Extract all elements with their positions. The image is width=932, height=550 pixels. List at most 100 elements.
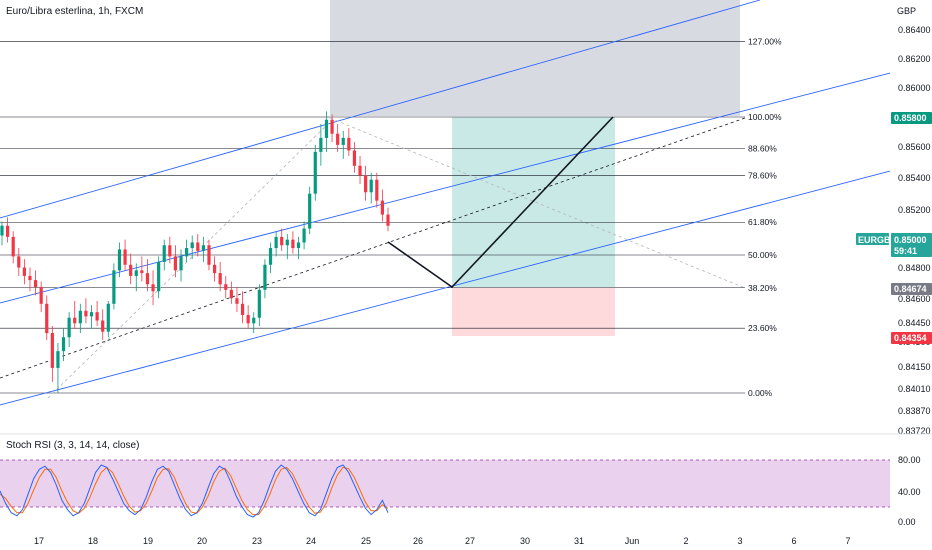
candle-body-54 xyxy=(302,228,306,243)
fib-label-0: 127.00% xyxy=(748,37,782,47)
candle-body-67 xyxy=(375,179,379,201)
time-label-9: 30 xyxy=(520,536,530,546)
time-label-12: 2 xyxy=(683,536,688,546)
candle-body-34 xyxy=(190,242,194,249)
price-badge-bg-0 xyxy=(891,112,932,124)
candle-body-1 xyxy=(5,225,10,237)
fib-label-3: 78.60% xyxy=(748,171,777,181)
candle-body-32 xyxy=(179,256,183,271)
time-label-1: 18 xyxy=(88,536,98,546)
price-badge-text-0: 0.85800 xyxy=(894,113,927,123)
price-badge-text-1: 0.85000 xyxy=(894,235,927,245)
price-tick-7: 0.84600 xyxy=(898,294,931,304)
candle-body-33 xyxy=(185,248,189,257)
channel-middle-line[interactable] xyxy=(0,72,891,304)
price-tick-2: 0.86000 xyxy=(898,83,931,93)
time-label-10: 31 xyxy=(574,536,584,546)
candle-body-6 xyxy=(33,280,38,288)
price-axis[interactable]: 0.86400 0.86200 0.86000 0.85600 0.85400 0.852… xyxy=(856,25,932,527)
time-label-7: 26 xyxy=(413,536,423,546)
fibonacci-levels[interactable]: 127.00% 100.00% 88.60% 78.60% 61.80% 50.00% 38… xyxy=(0,37,782,398)
fib-label-8: 0.00% xyxy=(748,388,773,398)
candle-body-40 xyxy=(224,284,228,290)
price-badge-bg-3 xyxy=(891,332,932,344)
price-tick-0: 0.86400 xyxy=(898,25,931,35)
candle-body-15 xyxy=(84,310,88,317)
candle-body-38 xyxy=(212,264,217,274)
channel-lines[interactable] xyxy=(0,0,891,406)
fib-label-5: 50.00% xyxy=(748,250,777,260)
candle-body-7 xyxy=(39,287,43,304)
stoch-k-line xyxy=(0,464,389,518)
indicator-tick-1: 40.00 xyxy=(898,487,921,497)
time-label-6: 25 xyxy=(361,536,371,546)
channel-upper-line[interactable] xyxy=(0,0,761,219)
candle-body-65 xyxy=(364,175,368,193)
time-axis[interactable]: 17 18 19 20 23 24 25 26 27 30 31 Jun 2 3 6 7 xyxy=(34,536,851,546)
time-label-4: 23 xyxy=(252,536,262,546)
stoch-rsi-indicator[interactable] xyxy=(0,459,890,518)
time-label-11: Jun xyxy=(625,536,640,546)
candle-body-64 xyxy=(358,165,362,176)
projection-path[interactable] xyxy=(387,116,614,289)
candle-body-13 xyxy=(73,317,77,324)
price-tick-8: 0.84450 xyxy=(898,318,931,328)
candle-body-59 xyxy=(330,119,334,134)
fib-label-6: 38.20% xyxy=(748,283,777,293)
fib-diagonal-dashed-2[interactable] xyxy=(329,117,746,289)
extension-zone xyxy=(330,0,740,116)
price-tick-5: 0.85200 xyxy=(898,205,931,215)
price-tick-10: 0.84150 xyxy=(898,362,931,372)
candle-body-39 xyxy=(218,273,222,285)
candle-body-58 xyxy=(324,119,329,138)
candle-body-56 xyxy=(313,151,317,194)
candle-body-46 xyxy=(257,289,261,318)
candle-body-53 xyxy=(296,242,301,249)
candle-body-43 xyxy=(240,303,245,315)
candle-body-28 xyxy=(157,261,161,292)
price-tick-3: 0.85600 xyxy=(898,142,931,152)
candle-body-18 xyxy=(101,320,105,332)
candle-body-2 xyxy=(11,236,15,257)
candle-body-3 xyxy=(17,256,21,268)
candle-body-23 xyxy=(129,264,133,276)
stoch-d-line xyxy=(0,466,389,516)
price-tick-4: 0.85400 xyxy=(898,173,931,183)
candle-body-35 xyxy=(196,242,200,251)
candle-body-11 xyxy=(61,337,66,352)
candle-body-47 xyxy=(263,264,267,290)
candle-body-63 xyxy=(352,150,357,166)
candle-body-16 xyxy=(89,312,94,317)
indicator-title: Stoch RSI (3, 3, 14, 14, close) xyxy=(6,440,139,451)
price-tick-11: 0.84010 xyxy=(898,384,931,394)
candle-body-61 xyxy=(341,137,345,145)
candle-body-27 xyxy=(151,284,155,292)
currency-label: GBP xyxy=(897,6,916,16)
candle-body-52 xyxy=(291,239,295,249)
candle-body-25 xyxy=(140,270,144,274)
candle-body-48 xyxy=(268,248,273,265)
stoch-band xyxy=(0,460,890,507)
channel-lower-line[interactable] xyxy=(0,170,891,406)
candle-body-42 xyxy=(235,298,239,304)
fib-label-2: 88.60% xyxy=(748,143,777,153)
candle-body-37 xyxy=(207,245,211,265)
candle-body-14 xyxy=(78,310,82,324)
price-tick-1: 0.86200 xyxy=(898,54,931,64)
price-tick-6: 0.84800 xyxy=(898,263,931,273)
candle-body-62 xyxy=(347,137,351,151)
time-label-3: 20 xyxy=(197,536,207,546)
candle-body-9 xyxy=(50,333,54,368)
candle-body-55 xyxy=(308,193,312,229)
price-tick-12: 0.83870 xyxy=(898,406,931,416)
candle-body-44 xyxy=(246,314,250,324)
candle-body-36 xyxy=(201,245,205,251)
fib-label-4: 61.80% xyxy=(748,217,777,227)
candle-body-29 xyxy=(162,245,166,262)
time-label-2: 19 xyxy=(143,536,153,546)
candle-body-19 xyxy=(106,303,110,332)
time-label-5: 24 xyxy=(306,536,316,546)
symbol-badge-text: EURGBP xyxy=(858,235,897,245)
candles[interactable] xyxy=(0,111,390,393)
